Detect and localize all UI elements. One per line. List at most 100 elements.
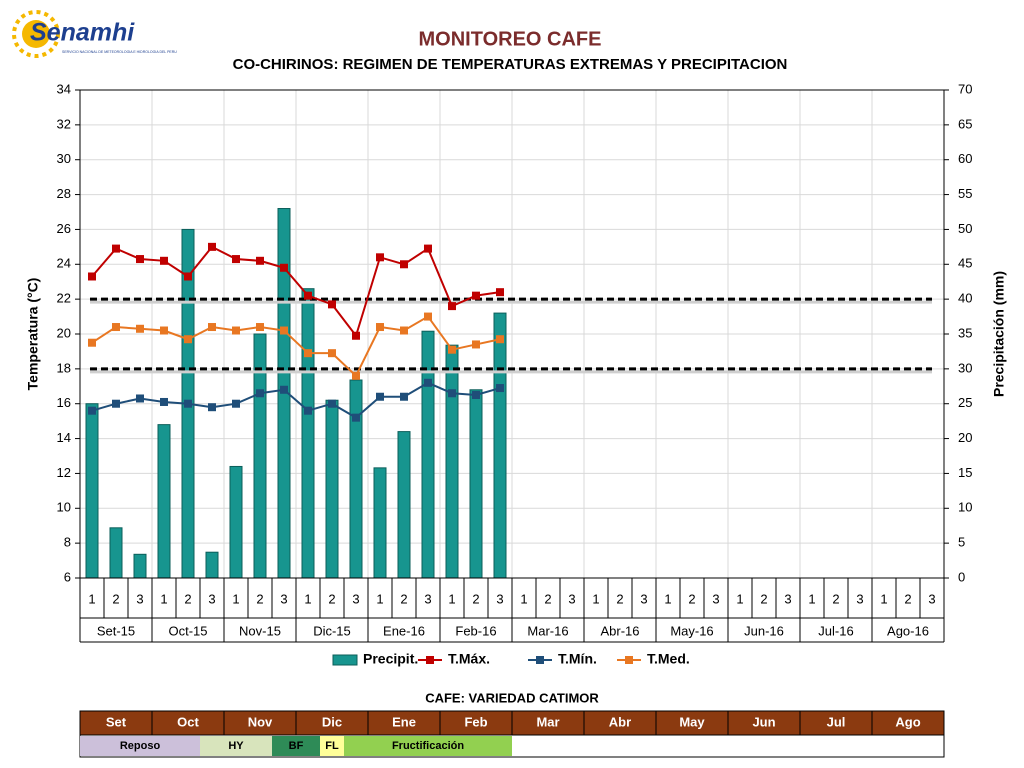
month-cell xyxy=(871,710,945,736)
line-marker xyxy=(184,272,192,281)
month-cell-label: Feb xyxy=(464,714,487,729)
x-tick-label: 2 xyxy=(616,591,623,606)
bar xyxy=(469,389,483,579)
x-tick-label: 1 xyxy=(520,591,527,606)
line-marker xyxy=(112,323,120,332)
y-tick-label: 16 xyxy=(57,395,71,410)
x-tick-label: 1 xyxy=(592,591,599,606)
line-marker xyxy=(280,326,288,335)
month-label: Dic-15 xyxy=(313,623,351,638)
y2-tick-label: 0 xyxy=(958,569,965,584)
line-marker xyxy=(352,371,360,380)
month-label: Abr-16 xyxy=(600,623,639,638)
y2-tick-label: 50 xyxy=(958,221,972,236)
y-tick-label: 28 xyxy=(57,186,71,201)
month-label: Feb-16 xyxy=(455,623,496,638)
y-tick-label: 12 xyxy=(57,465,71,480)
bar xyxy=(349,379,363,579)
x-tick-label: 3 xyxy=(424,591,431,606)
bar xyxy=(85,403,99,579)
line-marker xyxy=(256,323,264,332)
month-label: Nov-15 xyxy=(239,623,281,638)
line-marker xyxy=(376,392,384,401)
x-tick-label: 3 xyxy=(280,591,287,606)
y-tick-label: 26 xyxy=(57,221,71,236)
logo: Senamhi SERVICIO NACIONAL DE METEOROLOGI… xyxy=(12,10,177,58)
y-tick-label: 8 xyxy=(64,535,71,550)
month-cell xyxy=(295,710,369,736)
line-marker xyxy=(232,326,240,335)
chart-title: MONITOREO CAFE xyxy=(419,28,602,50)
y2-tick-label: 60 xyxy=(958,151,972,166)
line-marker xyxy=(328,349,336,358)
line-marker xyxy=(496,384,504,393)
bar xyxy=(445,344,459,579)
x-tick-label: 2 xyxy=(256,591,263,606)
month-cell xyxy=(151,710,225,736)
x-tick-label: 3 xyxy=(784,591,791,606)
bar xyxy=(157,424,171,579)
bar xyxy=(493,312,507,579)
line-marker xyxy=(424,244,432,253)
x-tick-label: 2 xyxy=(472,591,479,606)
y2-tick-label: 30 xyxy=(958,360,972,375)
logo-name: Senamhi xyxy=(30,19,135,47)
x-tick-label: 2 xyxy=(544,591,551,606)
phase-cell xyxy=(80,736,200,756)
line-marker xyxy=(448,302,456,311)
line-marker xyxy=(472,291,480,300)
legend-label: T.Mín. xyxy=(558,651,597,667)
y-tick-label: 10 xyxy=(57,500,71,515)
line-marker xyxy=(88,406,96,415)
line-marker xyxy=(400,260,408,269)
line-marker xyxy=(352,331,360,340)
legend-swatch xyxy=(332,654,358,666)
month-cell-label: Jul xyxy=(827,714,846,729)
y-tick-label: 32 xyxy=(57,116,71,131)
logo-sun xyxy=(22,20,50,48)
line-marker xyxy=(352,413,360,422)
x-tick-label: 2 xyxy=(760,591,767,606)
legend-swatch xyxy=(536,656,544,664)
x-tick-label: 2 xyxy=(184,591,191,606)
legend-label: T.Med. xyxy=(647,651,690,667)
x-tick-label: 1 xyxy=(304,591,311,606)
line-marker xyxy=(184,399,192,408)
month-cell xyxy=(727,710,801,736)
x-tick-label: 3 xyxy=(640,591,647,606)
line-marker xyxy=(328,399,336,408)
y2-tick-label: 40 xyxy=(958,291,972,306)
x-tick-label: 1 xyxy=(808,591,815,606)
x-tick-label: 2 xyxy=(904,591,911,606)
phase-label: Fructificación xyxy=(392,740,464,752)
y2-tick-label: 25 xyxy=(958,395,972,410)
line-marker xyxy=(448,345,456,354)
line-marker xyxy=(160,326,168,335)
line-marker xyxy=(304,349,312,358)
month-label: Oct-15 xyxy=(168,623,207,638)
line-marker xyxy=(472,340,480,349)
bar xyxy=(325,399,339,579)
line-marker xyxy=(232,399,240,408)
month-cell xyxy=(799,710,873,736)
line-marker xyxy=(304,406,312,415)
x-tick-label: 1 xyxy=(232,591,239,606)
y-tick-label: 18 xyxy=(57,360,71,375)
month-cell-label: Dic xyxy=(322,714,342,729)
y-tick-label: 22 xyxy=(57,291,71,306)
y2-tick-label: 15 xyxy=(958,465,972,480)
line-marker xyxy=(472,391,480,399)
y-tick-label: 30 xyxy=(57,151,71,166)
bar xyxy=(133,553,147,579)
bar xyxy=(229,465,243,579)
x-tick-label: 3 xyxy=(712,591,719,606)
phenology-title: CAFE: VARIEDAD CATIMOR xyxy=(425,690,599,705)
y-tick-label: 24 xyxy=(57,256,71,271)
line-marker xyxy=(496,335,504,344)
y2-tick-label: 10 xyxy=(958,500,972,515)
x-tick-label: 2 xyxy=(832,591,839,606)
x-tick-label: 3 xyxy=(928,591,935,606)
legend-label: Precipit. xyxy=(363,651,418,667)
line-marker xyxy=(136,394,144,403)
